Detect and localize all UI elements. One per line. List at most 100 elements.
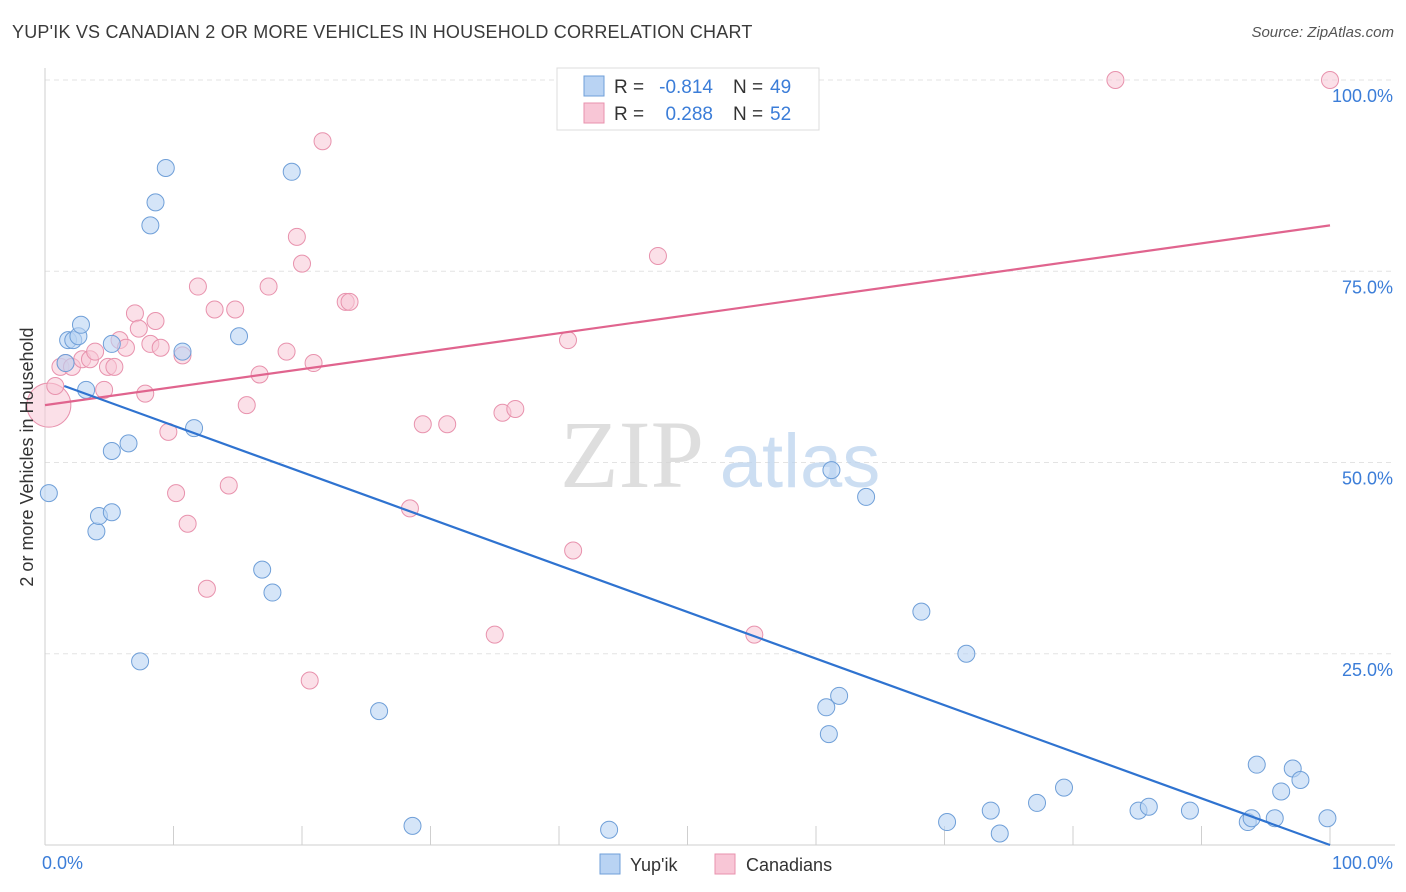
canadians-point	[146, 311, 165, 330]
yupik-point	[56, 354, 75, 373]
legend-label-yupik: Yup'ik	[630, 855, 678, 875]
series-yupik	[39, 158, 1337, 843]
yupik-point	[173, 342, 192, 361]
stats-swatch	[583, 102, 605, 124]
yupik-point	[230, 327, 249, 346]
canadians-point	[167, 484, 186, 503]
y-tick-label: 25.0%	[1342, 660, 1393, 680]
canadians-point	[129, 319, 148, 338]
y-tick-label: 100.0%	[1332, 86, 1393, 106]
x-tick-label: 100.0%	[1332, 853, 1393, 873]
stats-swatch	[583, 75, 605, 97]
canadians-point	[564, 541, 583, 560]
stats-r-value: -0.814	[659, 77, 713, 98]
watermark-zip: ZIP	[560, 401, 704, 508]
stats-r-value: 0.288	[665, 104, 713, 125]
yupik-point	[817, 698, 836, 717]
x-tick-label: 0.0%	[42, 853, 83, 873]
canadians-point	[277, 342, 296, 361]
canadians-point	[178, 514, 197, 533]
legend-swatch-canadians	[714, 853, 736, 875]
y-tick-labels: 25.0% 50.0% 75.0% 100.0%	[1332, 86, 1393, 680]
yupik-point	[102, 442, 121, 461]
canadians-point	[648, 246, 667, 265]
canadians-point	[188, 277, 207, 296]
yupik-point	[102, 334, 121, 353]
canadians-point	[197, 579, 216, 598]
yupik-point	[71, 315, 90, 334]
yupik-point	[87, 522, 106, 541]
yupik-point	[822, 461, 841, 480]
canadians-trend-line	[44, 224, 1331, 407]
stats-n-value: 49	[770, 77, 791, 98]
yupik-point	[819, 725, 838, 744]
stats-n-value: 52	[770, 104, 791, 125]
yupik-point	[263, 583, 282, 602]
canadians-point	[1321, 71, 1339, 89]
yupik-point	[1272, 782, 1291, 801]
canadians-point	[313, 132, 332, 151]
canadians-point	[151, 338, 170, 357]
yupik-point	[1139, 797, 1158, 816]
yupik-point	[39, 484, 58, 503]
canadians-point	[226, 300, 245, 319]
canadians-point	[125, 304, 144, 323]
yupik-point	[957, 644, 976, 663]
yupik-point	[938, 813, 957, 832]
yupik-point	[1180, 801, 1199, 820]
yupik-point	[1055, 778, 1074, 797]
grid-lines	[45, 79, 1395, 655]
yupik-point	[141, 216, 160, 235]
canadians-point	[558, 331, 577, 350]
series-canadians	[26, 71, 1339, 690]
canadians-point	[413, 415, 432, 434]
x-tick-labels: 0.0% 100.0%	[42, 853, 1393, 873]
yupik-point	[131, 652, 150, 671]
yupik-point	[990, 824, 1009, 843]
legend-swatch-yupik	[599, 853, 621, 875]
trend-lines	[44, 224, 1331, 847]
canadians-point	[1106, 71, 1125, 89]
source-credit: Source: ZipAtlas.com	[1251, 24, 1394, 41]
stats-box: R = -0.814 N = 49 R = 0.288 N = 52	[556, 67, 820, 131]
canadians-point	[506, 399, 525, 418]
canadians-point	[205, 300, 224, 319]
yupik-point	[981, 801, 1000, 820]
watermark: ZIP atlas	[560, 401, 880, 508]
canadians-point	[136, 384, 155, 403]
yupik-point	[102, 503, 121, 522]
canadians-point	[86, 342, 105, 361]
canadians-point	[287, 227, 306, 246]
yupik-point	[1291, 770, 1310, 789]
legend: Yup'ik Canadians	[599, 853, 832, 875]
canadians-point	[46, 377, 65, 395]
canadians-point	[219, 476, 238, 495]
canadians-point	[438, 415, 457, 434]
stats-n-label: N =	[733, 104, 763, 125]
canadians-point	[259, 277, 278, 296]
yupik-point	[857, 487, 876, 506]
yupik-point	[403, 816, 422, 835]
yupik-point	[600, 820, 619, 839]
yupik-trend-line	[63, 384, 1331, 847]
yupik-point	[912, 602, 931, 621]
canadians-point	[340, 292, 359, 311]
yupik-point	[370, 702, 389, 721]
watermark-atlas: atlas	[720, 419, 881, 504]
canadians-point	[485, 625, 504, 644]
canadians-point	[300, 671, 319, 690]
canadians-point	[95, 380, 114, 399]
chart-title: YUP'IK VS CANADIAN 2 OR MORE VEHICLES IN…	[12, 22, 753, 42]
canadians-point	[293, 254, 311, 273]
axes	[44, 68, 1395, 846]
stats-r-label: R =	[614, 104, 644, 125]
y-tick-label: 75.0%	[1342, 277, 1393, 297]
yupik-point	[119, 434, 138, 453]
stats-r-label: R =	[614, 77, 644, 98]
y-axis-label: 2 or more Vehicles in Household	[17, 327, 37, 586]
legend-label-canadians: Canadians	[746, 855, 832, 875]
y-tick-label: 50.0%	[1342, 469, 1393, 489]
yupik-point	[830, 686, 849, 705]
yupik-point	[146, 193, 165, 212]
